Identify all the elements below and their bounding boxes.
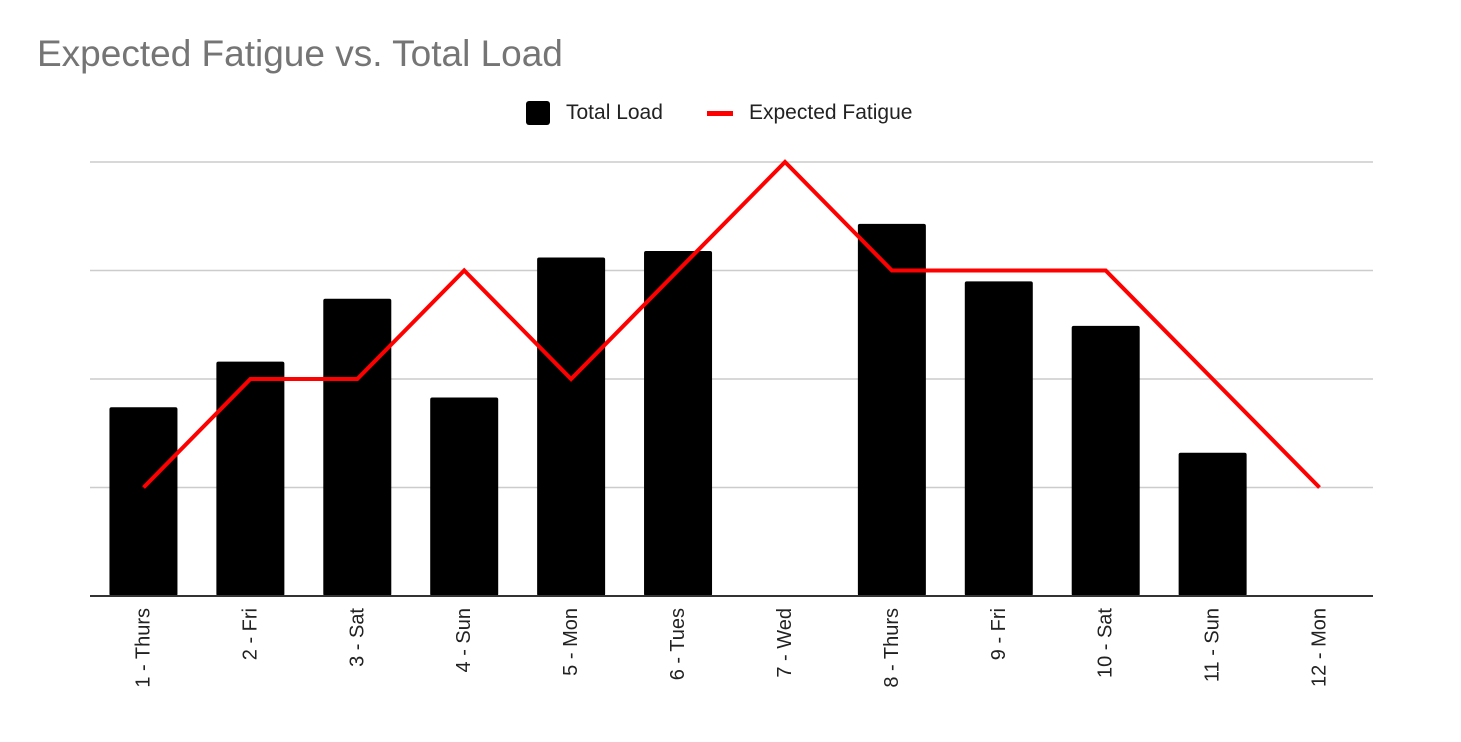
x-tick-label: 11 - Sun	[1202, 608, 1224, 682]
x-tick-label: 8 - Thurs	[881, 608, 903, 688]
x-tick-label: 4 - Sun	[453, 608, 475, 672]
chart-title: Expected Fatigue vs. Total Load	[37, 33, 563, 74]
legend-label-total-load: Total Load	[566, 101, 663, 124]
x-tick-label: 2 - Fri	[239, 608, 261, 660]
x-tick-label: 12 - Mon	[1309, 608, 1331, 687]
x-tick-label: 5 - Mon	[560, 608, 582, 676]
bar-2[interactable]	[216, 361, 285, 596]
bar-9[interactable]	[964, 281, 1033, 596]
legend-label-expected-fatigue: Expected Fatigue	[749, 101, 913, 124]
x-tick-label: 6 - Tues	[667, 608, 689, 680]
bar-4[interactable]	[430, 397, 499, 596]
bar-3[interactable]	[323, 298, 392, 596]
legend-swatch-expected-fatigue	[707, 110, 733, 116]
bar-5[interactable]	[537, 257, 606, 596]
gridlines	[90, 161, 1373, 489]
line-series-expected-fatigue[interactable]	[142, 159, 1321, 489]
x-tick-label: 10 - Sat	[1095, 608, 1117, 678]
bar-1[interactable]	[109, 407, 178, 596]
legend-item-expected-fatigue[interactable]: Expected Fatigue	[707, 98, 912, 128]
bar-series-total-load	[109, 223, 1247, 596]
x-axis-tick-labels: 1 - Thurs 2 - Fri 3 - Sat 4 - Sun 5 - Mon 6 -…	[132, 608, 1330, 688]
x-tick-label: 3 - Sat	[346, 608, 368, 667]
bar-6[interactable]	[644, 250, 713, 596]
x-tick-label: 9 - Fri	[988, 608, 1010, 660]
legend-item-total-load[interactable]: Total Load	[526, 98, 663, 128]
legend-swatch-total-load	[526, 101, 550, 125]
bar-10[interactable]	[1071, 325, 1140, 596]
bar-11[interactable]	[1178, 452, 1247, 596]
x-tick-label: 1 - Thurs	[132, 608, 154, 688]
x-tick-label: 7 - Wed	[774, 608, 796, 678]
legend: Total Load Expected Fatigue	[0, 98, 1461, 128]
bar-8[interactable]	[857, 223, 926, 596]
